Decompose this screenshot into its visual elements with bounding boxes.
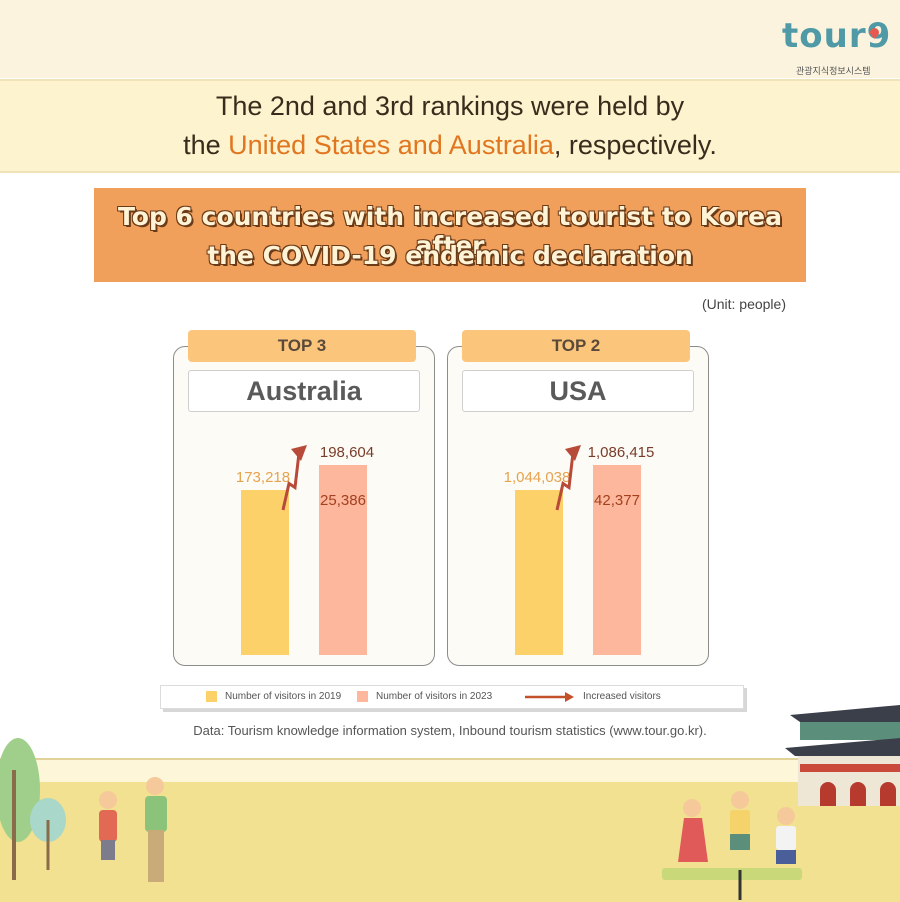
bar-usa-2019 <box>515 490 563 655</box>
headline-line-2: the United States and Australia, respect… <box>0 130 900 161</box>
country-name-usa: USA <box>462 370 694 412</box>
headline-highlight: United States and Australia <box>228 130 554 160</box>
country-name-australia: Australia <box>188 370 420 412</box>
legend-arrow-icon <box>525 692 574 702</box>
unit-label: (Unit: people) <box>701 296 786 312</box>
bar-australia-2023 <box>319 465 367 655</box>
headline: The 2nd and 3rd rankings were held by th… <box>0 79 900 173</box>
bar-usa-2023 <box>593 465 641 655</box>
increase-arrow-head-usa <box>565 445 581 461</box>
data-label-usa-2019: 1,044,038 <box>504 469 571 486</box>
legend-label-2019: Number of visitors in 2019 <box>225 691 342 702</box>
logo-subtitle: 관광지식정보시스템 <box>796 67 871 77</box>
legend-swatch-2023 <box>357 691 368 702</box>
data-label-usa-2023: 1,086,415 <box>588 444 655 461</box>
tree-icon <box>0 738 66 880</box>
headline-line-1: The 2nd and 3rd rankings were held by <box>215 91 685 121</box>
rank-tab-usa: TOP 2 <box>462 330 690 362</box>
data-source: Data: Tourism knowledge information syst… <box>193 723 707 738</box>
bar-australia-2019 <box>241 490 289 655</box>
data-label-australia-2023: 198,604 <box>320 444 374 461</box>
palace-icon <box>785 705 900 806</box>
headline-suffix: , respectively. <box>553 130 717 160</box>
people-jumping-icon <box>662 791 802 900</box>
data-label-australia-2019: 173,218 <box>236 469 290 486</box>
legend-label-2023: Number of visitors in 2023 <box>376 691 493 702</box>
legend-swatch-2019 <box>206 691 217 702</box>
increase-arrow-head-australia <box>291 445 307 461</box>
increase-label-usa: 42,377 <box>594 492 640 509</box>
headline-prefix: the <box>183 130 229 160</box>
ground-strip <box>0 760 900 782</box>
chart-title-line-1: Top 6 countries with increased tourist t… <box>118 202 782 260</box>
increase-label-australia: 25,386 <box>320 492 366 509</box>
legend: Number of visitors in 2019 Number of vis… <box>160 685 744 709</box>
legend-label-arrow: Increased visitors <box>583 691 661 702</box>
chart-title-banner: Top 6 countries with increased tourist t… <box>94 188 806 282</box>
increase-arrow-usa <box>555 452 575 511</box>
tour9-logo[interactable]: tour9 관광지식정보시스템 <box>782 16 890 77</box>
rank-tab-australia: TOP 3 <box>188 330 416 362</box>
top-band <box>0 0 900 78</box>
people-left-icon <box>99 777 167 882</box>
increase-arrow-australia <box>281 452 301 511</box>
chart-title-line-2: the COVID-19 endemic declaration <box>207 241 693 270</box>
